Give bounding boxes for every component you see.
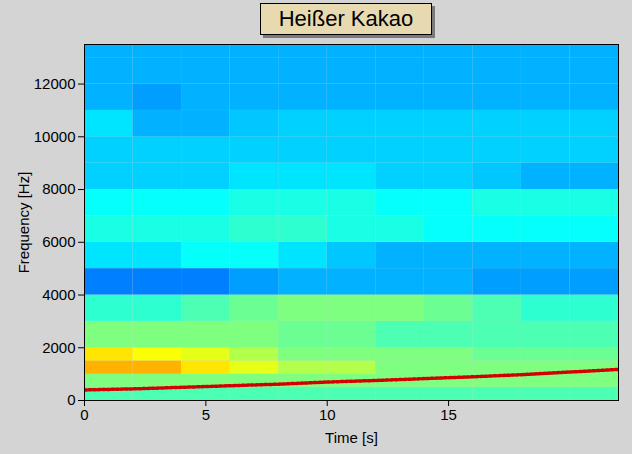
svg-text:6000: 6000 xyxy=(42,233,75,250)
svg-text:8000: 8000 xyxy=(42,180,75,197)
svg-text:Frequency [Hz]: Frequency [Hz] xyxy=(15,172,32,274)
svg-text:12000: 12000 xyxy=(34,75,76,92)
svg-text:0: 0 xyxy=(67,391,75,408)
svg-text:10: 10 xyxy=(319,406,336,423)
svg-text:0: 0 xyxy=(80,406,88,423)
svg-text:5: 5 xyxy=(202,406,210,423)
svg-text:Time [s]: Time [s] xyxy=(325,429,378,446)
html-text:Heißer Kakao: Heißer Kakao xyxy=(278,6,414,31)
svg-text:4000: 4000 xyxy=(42,286,75,303)
svg-text:15: 15 xyxy=(440,406,457,423)
svg-text:2000: 2000 xyxy=(42,339,75,356)
svg-text:10000: 10000 xyxy=(34,128,76,145)
